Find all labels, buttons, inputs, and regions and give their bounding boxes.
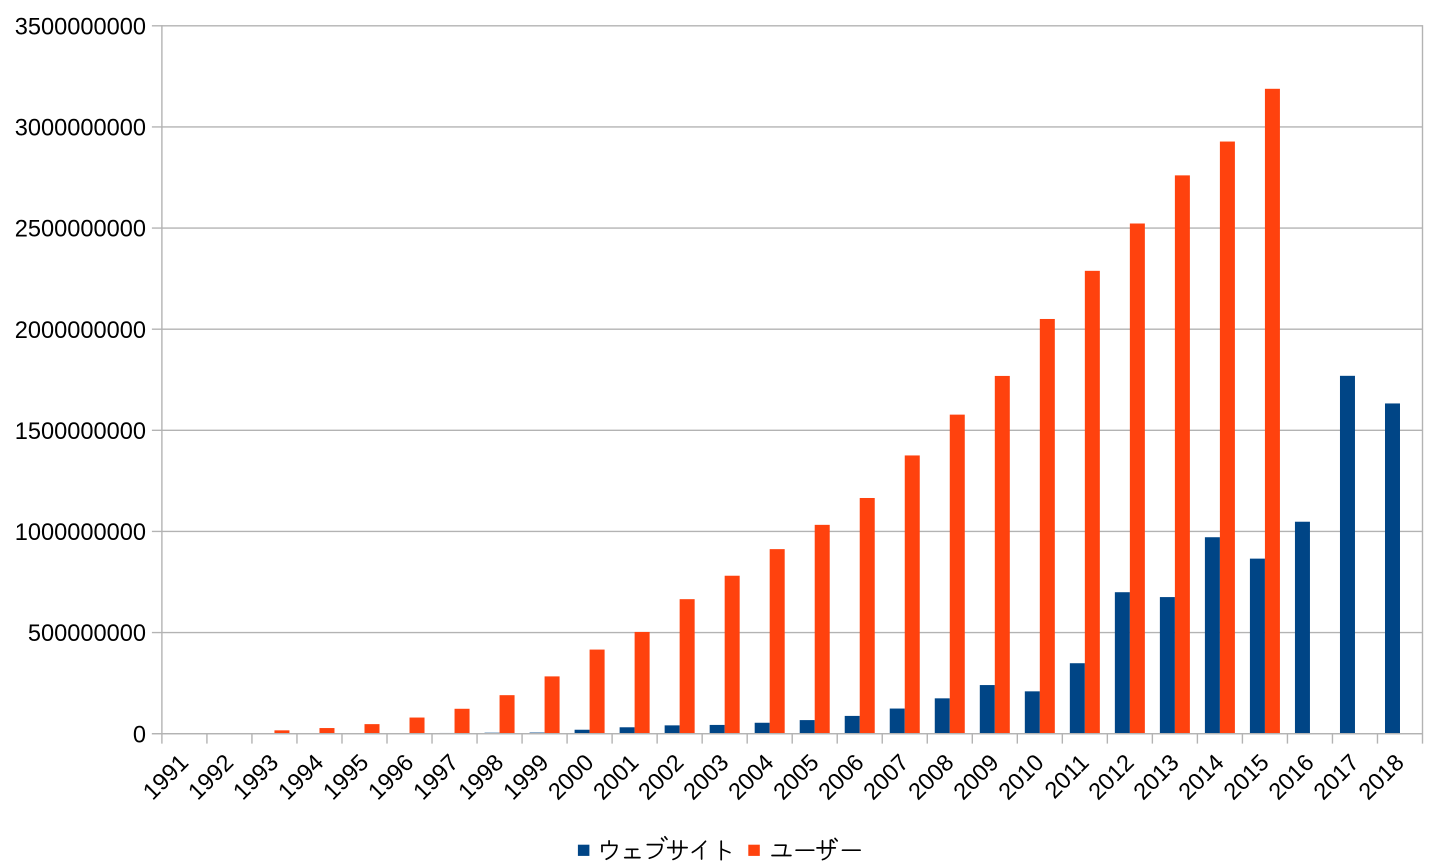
- svg-text:2000000000: 2000000000: [15, 318, 146, 344]
- svg-text:3000000000: 3000000000: [15, 116, 146, 142]
- svg-text:1000000000: 1000000000: [15, 520, 146, 546]
- svg-text:3500000000: 3500000000: [15, 14, 146, 40]
- svg-text:1500000000: 1500000000: [15, 419, 146, 445]
- svg-text:500000000: 500000000: [28, 621, 146, 647]
- svg-text:0: 0: [133, 722, 146, 748]
- svg-text:2500000000: 2500000000: [15, 217, 146, 243]
